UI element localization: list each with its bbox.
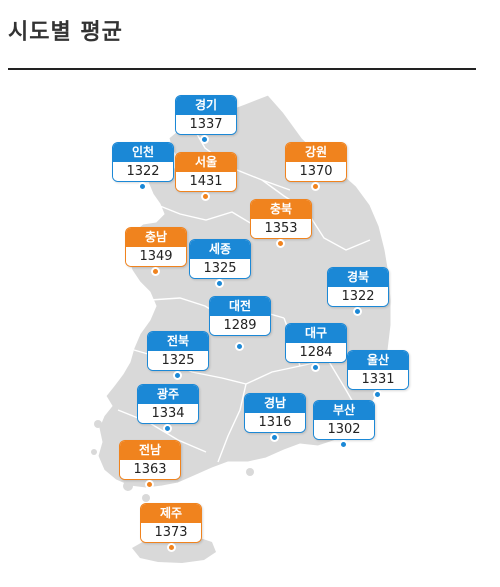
- region-seoul[interactable]: 서울 1431: [175, 152, 237, 192]
- region-value: 1284: [286, 343, 346, 362]
- jeonbuk-marker: [173, 371, 182, 380]
- islet: [142, 494, 150, 502]
- gyeongnam-marker: [270, 433, 279, 442]
- islet: [94, 420, 102, 428]
- gyeongbuk-marker: [353, 307, 362, 316]
- region-name: 부산: [314, 401, 374, 420]
- region-gyeongnam[interactable]: 경남 1316: [244, 393, 306, 433]
- busan-marker: [339, 440, 348, 449]
- region-gwangju[interactable]: 광주 1334: [137, 384, 199, 424]
- region-name: 세종: [190, 240, 250, 259]
- chungnam-marker: [151, 267, 160, 276]
- region-name: 대전: [210, 297, 270, 316]
- region-value: 1353: [251, 219, 311, 238]
- page-title: 시도별 평균: [8, 20, 123, 45]
- region-name: 인천: [113, 143, 173, 162]
- region-jeonnam[interactable]: 전남 1363: [119, 440, 181, 480]
- region-name: 충북: [251, 200, 311, 219]
- region-daegu[interactable]: 대구 1284: [285, 323, 347, 363]
- region-value: 1349: [126, 247, 186, 266]
- daejeon-marker: [235, 342, 244, 351]
- region-name: 울산: [348, 351, 408, 370]
- region-name: 서울: [176, 153, 236, 172]
- region-value: 1373: [141, 523, 201, 542]
- region-ulsan[interactable]: 울산 1331: [347, 350, 409, 390]
- region-name: 제주: [141, 504, 201, 523]
- region-name: 강원: [286, 143, 346, 162]
- title-divider: [8, 68, 476, 70]
- region-value: 1325: [190, 259, 250, 278]
- incheon-marker: [138, 182, 147, 191]
- region-gyeongbuk[interactable]: 경북 1322: [327, 267, 389, 307]
- region-chungnam[interactable]: 충남 1349: [125, 227, 187, 267]
- region-incheon[interactable]: 인천 1322: [112, 142, 174, 182]
- region-busan[interactable]: 부산 1302: [313, 400, 375, 440]
- sejong-marker: [215, 279, 224, 288]
- region-value: 1337: [176, 115, 236, 134]
- islet: [246, 468, 254, 476]
- region-value: 1325: [148, 351, 208, 370]
- region-name: 경북: [328, 268, 388, 287]
- region-name: 광주: [138, 385, 198, 404]
- ulsan-marker: [373, 390, 382, 399]
- daegu-marker: [311, 363, 320, 372]
- region-name: 경기: [176, 96, 236, 115]
- region-value: 1334: [138, 404, 198, 423]
- region-jeju[interactable]: 제주 1373: [140, 503, 202, 543]
- jeonnam-marker: [145, 480, 154, 489]
- region-name: 대구: [286, 324, 346, 343]
- region-value: 1322: [113, 162, 173, 181]
- region-name: 전북: [148, 332, 208, 351]
- region-daejeon[interactable]: 대전 1289: [209, 296, 271, 336]
- region-gyeonggi[interactable]: 경기 1337: [175, 95, 237, 135]
- gwangju-marker: [163, 424, 172, 433]
- region-name: 경남: [245, 394, 305, 413]
- region-value: 1302: [314, 420, 374, 439]
- region-name: 충남: [126, 228, 186, 247]
- islet: [91, 449, 97, 455]
- chungbuk-marker: [276, 239, 285, 248]
- gangwon-marker: [311, 182, 320, 191]
- region-value: 1431: [176, 172, 236, 191]
- region-value: 1289: [210, 316, 270, 335]
- jeju-marker: [167, 543, 176, 552]
- region-value: 1316: [245, 413, 305, 432]
- region-value: 1363: [120, 460, 180, 479]
- region-sejong[interactable]: 세종 1325: [189, 239, 251, 279]
- seoul-marker: [201, 192, 210, 201]
- region-jeonbuk[interactable]: 전북 1325: [147, 331, 209, 371]
- region-value: 1322: [328, 287, 388, 306]
- gyeonggi-marker: [200, 135, 209, 144]
- region-value: 1370: [286, 162, 346, 181]
- region-gangwon[interactable]: 강원 1370: [285, 142, 347, 182]
- region-chungbuk[interactable]: 충북 1353: [250, 199, 312, 239]
- region-name: 전남: [120, 441, 180, 460]
- islet: [123, 481, 133, 491]
- region-value: 1331: [348, 370, 408, 389]
